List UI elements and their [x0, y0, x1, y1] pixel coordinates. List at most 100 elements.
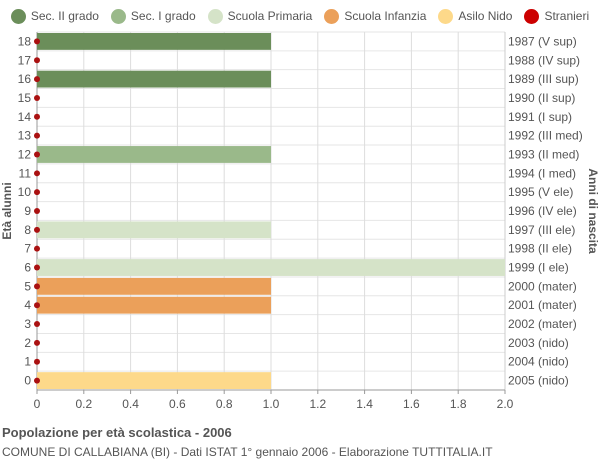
stranieri-dot: [34, 208, 40, 214]
stranieri-dot: [34, 283, 40, 290]
birth-year-label: 1994 (I med): [508, 166, 576, 180]
stranieri-dot: [34, 170, 40, 177]
x-tick-label: 1.4: [356, 397, 373, 411]
x-tick-label: 1.8: [450, 397, 467, 411]
stranieri-dot: [34, 377, 40, 384]
legend-swatch: [438, 8, 454, 24]
birth-year-label: 2004 (nido): [508, 355, 569, 369]
stranieri-dot: [34, 245, 40, 252]
stranieri-dot: [34, 321, 40, 328]
bar: [37, 259, 505, 276]
legend-swatch: [207, 8, 223, 24]
legend-item: Asilo Nido: [438, 8, 513, 24]
x-tick-label: 0.6: [169, 397, 186, 411]
age-label: 4: [24, 298, 31, 312]
birth-year-label: 1991 (I sup): [508, 110, 572, 124]
age-label: 14: [18, 110, 32, 124]
legend-label: Sec. I grado: [130, 9, 196, 23]
age-label: 9: [24, 204, 31, 218]
stranieri-dot: [34, 264, 40, 271]
legend: Sec. II grado Sec. I grado Scuola Primaria…: [0, 5, 600, 27]
age-label: 0: [24, 374, 31, 388]
stranieri-dot: [34, 339, 40, 346]
age-label: 6: [24, 261, 31, 275]
x-tick-label: 1.6: [403, 397, 420, 411]
birth-year-label: 1988 (IV sup): [508, 53, 580, 67]
legend-label: Stranieri: [544, 9, 590, 23]
x-tick-label: 0.8: [216, 397, 233, 411]
legend-item: Sec. II grado: [10, 8, 99, 24]
birth-year-label: 1987 (V sup): [508, 34, 577, 48]
stranieri-dot: [34, 38, 40, 45]
right-axis-title: Anni di nascita: [586, 168, 600, 254]
legend-item: Scuola Infanzia: [324, 8, 427, 24]
bar: [37, 33, 271, 50]
age-label: 16: [18, 72, 32, 86]
bar: [37, 70, 271, 88]
birth-year-label: 2000 (mater): [508, 279, 577, 293]
age-label: 5: [24, 279, 31, 293]
age-label: 17: [18, 53, 32, 67]
birth-year-label: 1992 (III med): [508, 129, 583, 143]
birth-year-label: 1998 (II ele): [508, 242, 572, 256]
legend-label: Asilo Nido: [458, 9, 513, 23]
x-tick-label: 1.2: [309, 397, 326, 411]
stranieri-dot: [34, 57, 40, 64]
age-label: 18: [18, 34, 32, 48]
age-label: 15: [18, 91, 32, 105]
age-label: 13: [18, 129, 32, 143]
stranieri-dot: [34, 226, 40, 233]
stranieri-dot: [34, 151, 40, 158]
age-label: 11: [19, 166, 32, 180]
stranieri-dot: [34, 132, 40, 139]
birth-year-label: 2003 (nido): [508, 336, 569, 350]
birth-year-label: 1993 (II med): [508, 147, 579, 161]
bar: [37, 277, 271, 295]
stranieri-dot: [34, 113, 40, 120]
legend-item: Scuola Primaria: [207, 8, 313, 24]
legend-label: Scuola Infanzia: [344, 9, 427, 23]
bar: [37, 221, 271, 239]
age-label: 1: [24, 355, 31, 369]
legend-swatch: [10, 8, 26, 24]
x-tick-label: 0.2: [75, 397, 92, 411]
legend-label: Scuola Primaria: [227, 9, 313, 23]
birth-year-label: 1995 (V ele): [508, 185, 573, 199]
bar: [37, 296, 271, 314]
legend-item: Stranieri: [524, 8, 590, 24]
x-tick-label: 0.4: [122, 397, 139, 411]
age-label: 3: [24, 317, 31, 331]
legend-swatch: [324, 8, 340, 24]
x-tick-label: 1.0: [263, 397, 280, 411]
birth-year-label: 2001 (mater): [508, 298, 577, 312]
age-label: 7: [24, 242, 31, 256]
birth-year-label: 1990 (II sup): [508, 91, 575, 105]
birth-year-label: 1989 (III sup): [508, 72, 579, 86]
age-label: 12: [18, 147, 32, 161]
stranieri-dot: [34, 358, 40, 365]
stranieri-dot: [34, 76, 40, 83]
legend-label: Sec. II grado: [30, 9, 99, 23]
stranieri-dot: [34, 189, 40, 196]
birth-year-label: 1996 (IV ele): [508, 204, 577, 218]
birth-year-label: 2002 (mater): [508, 317, 577, 331]
birth-year-label: 1997 (III ele): [508, 223, 575, 237]
birth-year-label: 2005 (nido): [508, 374, 569, 388]
legend-swatch: [110, 8, 126, 24]
legend-swatch: [524, 8, 540, 24]
y-axis-title: Età alunni: [0, 182, 14, 239]
stranieri-dot: [34, 302, 40, 309]
age-label: 8: [24, 223, 31, 237]
chart-title: Popolazione per età scolastica - 2006: [2, 425, 232, 440]
legend-item: Sec. I grado: [110, 8, 196, 24]
chart-subtitle: COMUNE DI CALLABIANA (BI) - Dati ISTAT 1…: [2, 445, 493, 459]
birth-year-label: 1999 (I ele): [508, 261, 569, 275]
age-label: 2: [24, 336, 31, 350]
x-tick-label: 2.0: [497, 397, 514, 411]
stranieri-dot: [34, 94, 40, 101]
age-label: 10: [18, 185, 32, 199]
bar: [37, 146, 271, 163]
bar: [37, 372, 271, 389]
